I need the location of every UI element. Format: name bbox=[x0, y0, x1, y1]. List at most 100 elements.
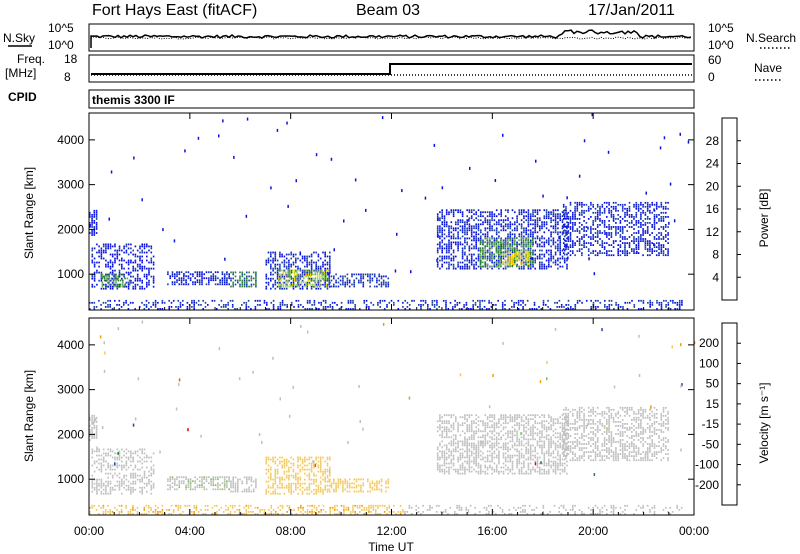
data-cell bbox=[482, 422, 484, 425]
nsky-panel bbox=[88, 23, 695, 52]
data-cell bbox=[470, 243, 473, 246]
data-cell bbox=[565, 232, 567, 234]
data-cell bbox=[287, 271, 289, 274]
data-cell bbox=[329, 269, 331, 272]
data-cell bbox=[565, 207, 567, 210]
data-cell bbox=[477, 215, 480, 218]
data-cell bbox=[534, 225, 536, 228]
data-cell bbox=[241, 304, 243, 306]
data-cell bbox=[279, 255, 281, 258]
data-cell bbox=[353, 490, 355, 493]
data-cell bbox=[132, 472, 134, 475]
data-cell bbox=[651, 242, 653, 244]
data-cell bbox=[436, 452, 439, 455]
data-cell bbox=[504, 261, 507, 264]
data-cell bbox=[107, 306, 109, 308]
data-cell bbox=[125, 468, 128, 471]
data-cell bbox=[330, 157, 333, 161]
data-cell bbox=[111, 271, 114, 274]
data-cell bbox=[559, 237, 561, 240]
data-cell bbox=[642, 232, 644, 234]
data-cell bbox=[459, 416, 462, 419]
data-cell bbox=[637, 205, 640, 208]
data-cell bbox=[333, 283, 335, 286]
data-cell bbox=[150, 468, 153, 471]
data-cell bbox=[187, 484, 190, 487]
data-cell bbox=[201, 480, 203, 483]
data-cell bbox=[443, 221, 446, 224]
data-cell bbox=[91, 261, 94, 264]
data-cell bbox=[509, 231, 512, 234]
data-cell bbox=[296, 279, 298, 282]
data-cell bbox=[282, 283, 285, 286]
data-cell bbox=[276, 464, 279, 467]
data-cell bbox=[411, 299, 413, 302]
data-cell bbox=[470, 259, 473, 262]
data-cell bbox=[141, 287, 143, 290]
data-cell bbox=[445, 209, 448, 212]
data-cell bbox=[287, 279, 289, 282]
data-cell bbox=[221, 279, 224, 282]
data-cell bbox=[486, 440, 489, 443]
data-cell bbox=[497, 249, 500, 252]
data-cell bbox=[397, 308, 400, 310]
data-cell bbox=[123, 273, 125, 276]
data-cell bbox=[655, 250, 658, 252]
data-cell bbox=[436, 249, 439, 252]
data-cell bbox=[610, 244, 613, 246]
data-cell bbox=[655, 214, 658, 216]
data-cell bbox=[448, 239, 450, 242]
data-cell bbox=[561, 255, 564, 258]
data-cell bbox=[635, 238, 638, 240]
data-cell bbox=[534, 237, 536, 240]
data-cell bbox=[223, 482, 226, 485]
data-cell bbox=[282, 271, 285, 274]
data-cell bbox=[243, 279, 246, 282]
data-cell bbox=[313, 472, 315, 475]
data-cell bbox=[473, 239, 475, 242]
data-cell bbox=[635, 232, 638, 234]
data-cell bbox=[501, 306, 504, 308]
data-cell bbox=[234, 482, 237, 485]
data-cell bbox=[326, 267, 329, 270]
data-cell bbox=[420, 304, 422, 306]
data-cell bbox=[594, 218, 597, 220]
data-cell bbox=[109, 265, 112, 268]
data-cell bbox=[493, 255, 496, 258]
data-cell bbox=[231, 304, 234, 306]
data-cell bbox=[579, 299, 581, 302]
data-cell bbox=[445, 448, 448, 451]
data-cell bbox=[154, 304, 157, 306]
data-cell bbox=[660, 232, 663, 234]
data-cell bbox=[102, 452, 105, 455]
data-cell bbox=[596, 254, 599, 257]
data-cell bbox=[488, 237, 491, 239]
data-cell bbox=[111, 253, 114, 256]
data-cell bbox=[482, 436, 484, 439]
data-cell bbox=[489, 227, 491, 230]
data-cell bbox=[255, 482, 257, 485]
data-cell bbox=[152, 281, 155, 284]
data-cell bbox=[445, 257, 448, 260]
data-cell bbox=[198, 281, 201, 284]
data-cell bbox=[360, 279, 362, 282]
data-cell bbox=[124, 277, 126, 280]
data-cell bbox=[127, 450, 130, 453]
data-cell bbox=[516, 215, 518, 218]
data-cell bbox=[247, 299, 250, 302]
data-cell bbox=[489, 211, 491, 214]
data-cell bbox=[347, 308, 350, 310]
data-cell bbox=[516, 249, 518, 252]
data-cell bbox=[118, 269, 121, 272]
data-cell bbox=[282, 285, 285, 288]
data-cell bbox=[504, 267, 507, 270]
cpid-panel bbox=[88, 89, 695, 109]
data-cell bbox=[539, 229, 541, 232]
data-cell bbox=[450, 257, 453, 260]
data-cell bbox=[136, 255, 139, 258]
data-cell bbox=[531, 239, 534, 242]
data-cell bbox=[493, 253, 495, 256]
data-cell bbox=[116, 456, 119, 459]
data-cell bbox=[562, 226, 565, 228]
data-cell bbox=[439, 231, 441, 234]
